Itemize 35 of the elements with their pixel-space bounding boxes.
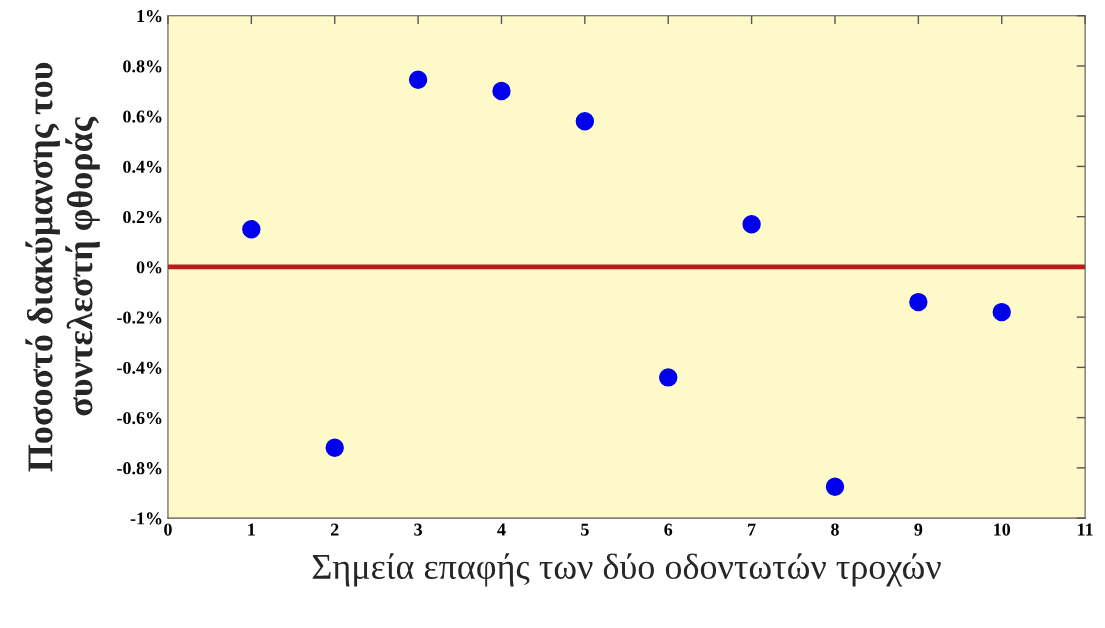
x-tick-label: 11 bbox=[1078, 523, 1093, 536]
y-tick-label: 0.6% bbox=[123, 110, 162, 123]
y-tick-label: 0.4% bbox=[123, 160, 162, 173]
y-tick-label: 1% bbox=[137, 9, 162, 23]
point bbox=[992, 302, 1011, 322]
y-tick-label: -0.2% bbox=[117, 311, 162, 324]
y-tick-label: -0.4% bbox=[117, 361, 162, 374]
point bbox=[825, 477, 845, 496]
y-tick-label: -0.8% bbox=[117, 462, 162, 475]
point bbox=[909, 292, 928, 312]
point bbox=[325, 438, 344, 457]
x-tick-label: 10 bbox=[994, 523, 1011, 536]
x-tick-label: 8 bbox=[831, 523, 839, 536]
x-tick-label: 2 bbox=[330, 523, 339, 536]
x-tick-label: 9 bbox=[914, 523, 923, 536]
point bbox=[575, 112, 595, 131]
point bbox=[659, 368, 678, 387]
x-axis-title: Σημεία επαφής των δύο οδοντωτών τροχών bbox=[312, 553, 941, 587]
point bbox=[408, 70, 428, 89]
x-tick-label: 3 bbox=[414, 523, 422, 536]
y-tick-label: -1% bbox=[130, 512, 162, 525]
x-tick-label: 4 bbox=[497, 523, 506, 536]
point bbox=[492, 81, 511, 101]
y-tick-label: 0% bbox=[136, 261, 162, 274]
x-tick-label: 5 bbox=[581, 523, 589, 536]
x-tick-label: 7 bbox=[748, 523, 756, 536]
y-tick-label: 0.2% bbox=[123, 210, 162, 224]
x-tick-label: 6 bbox=[664, 523, 673, 536]
x-tick-label: 1 bbox=[248, 523, 255, 536]
y-axis-title: Ποσοστό διακύμανσης του συντελεστή φθοράς bbox=[25, 62, 100, 472]
point bbox=[742, 215, 761, 234]
y-tick-label: -0.6% bbox=[117, 411, 162, 425]
x-tick-label: 0 bbox=[164, 523, 172, 536]
y-tick-label: 0.8% bbox=[123, 60, 162, 73]
point bbox=[242, 220, 261, 239]
